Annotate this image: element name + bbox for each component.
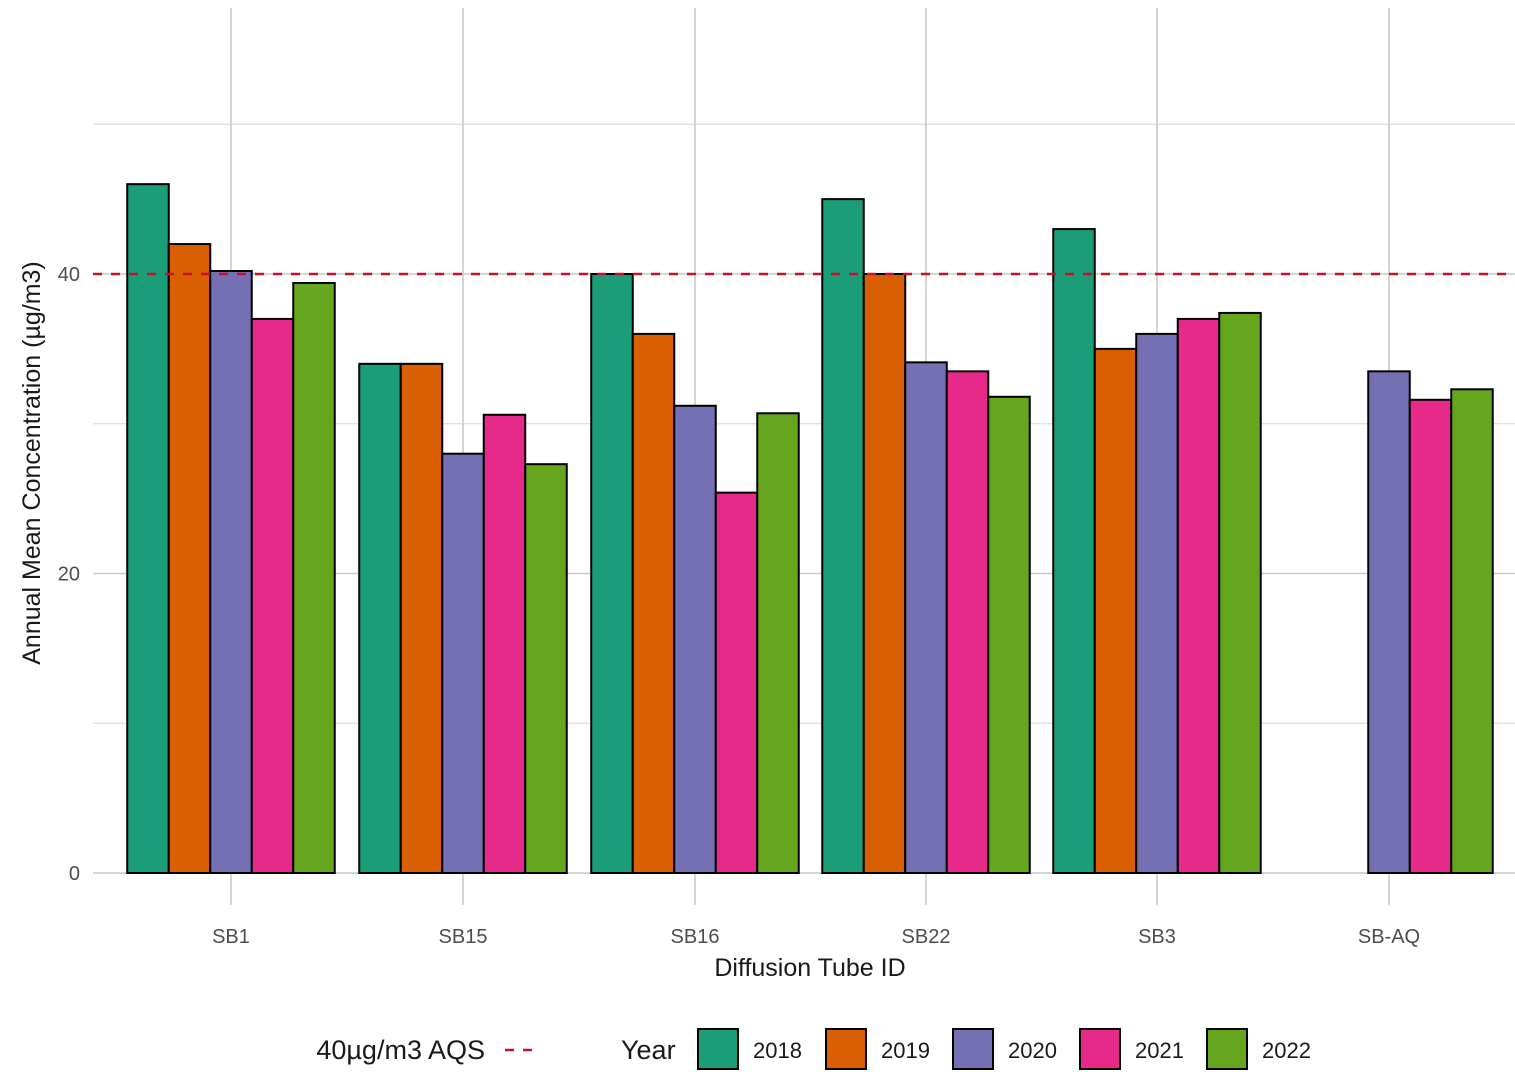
bar-SB-AQ-2021 xyxy=(1408,398,1453,874)
bar-SB3-2020 xyxy=(1135,332,1179,874)
bar-SB1-2018 xyxy=(126,183,170,874)
x-axis-ticks: SB1 SB15 SB16 SB22 SB3 SB-AQ xyxy=(212,926,1420,948)
bar-SB16-2018 xyxy=(590,273,634,874)
legend-swatch-2022 xyxy=(1206,1028,1248,1070)
bar-SB1-2022 xyxy=(292,281,336,874)
x-tick-label: SB-AQ xyxy=(1358,926,1420,948)
bar-SB3-2021 xyxy=(1176,317,1221,874)
legend-swatch-2018 xyxy=(697,1028,739,1070)
bar-SB22-2020 xyxy=(904,361,948,874)
bar-SB1-2020 xyxy=(209,270,253,874)
legend-swatch-2019 xyxy=(825,1028,867,1070)
legend-swatch-2021 xyxy=(1079,1028,1121,1070)
legend-label-2021: 2021 xyxy=(1135,1038,1184,1063)
legend-title: Year xyxy=(621,1035,676,1065)
bar-SB22-2022 xyxy=(987,395,1031,874)
legend: 40µg/m3 AQS Year 2018 2019 2020 2021 2022 xyxy=(316,1028,1311,1070)
y-tick-label: 0 xyxy=(69,863,80,885)
bars-group xyxy=(126,183,1494,875)
x-tick-label: SB22 xyxy=(902,926,951,948)
bar-SB16-2022 xyxy=(756,412,800,874)
legend-label-2019: 2019 xyxy=(881,1038,930,1063)
legend-label-2022: 2022 xyxy=(1262,1038,1311,1063)
bar-SB16-2020 xyxy=(673,404,717,874)
bar-SB3-2019 xyxy=(1093,347,1138,874)
bar-SB1-2021 xyxy=(250,317,295,874)
bar-SB22-2021 xyxy=(945,370,990,874)
bar-SB16-2019 xyxy=(631,332,676,874)
bar-SB15-2019 xyxy=(399,362,444,874)
y-axis-ticks: 0 20 40 xyxy=(58,264,80,885)
bar-SB15-2022 xyxy=(524,463,568,874)
legend-label-2020: 2020 xyxy=(1008,1038,1057,1063)
bar-SB-AQ-2022 xyxy=(1450,388,1494,874)
bar-SB-AQ-2020 xyxy=(1367,370,1411,874)
legend-ref-label: 40µg/m3 AQS xyxy=(316,1035,485,1065)
legend-swatch-2020 xyxy=(952,1028,994,1070)
y-tick-label: 40 xyxy=(58,264,80,286)
x-tick-label: SB1 xyxy=(212,926,250,948)
x-tick-label: SB15 xyxy=(439,926,488,948)
bar-SB1-2019 xyxy=(167,243,212,875)
bar-SB15-2018 xyxy=(358,362,402,874)
y-tick-label: 20 xyxy=(58,564,80,586)
bar-SB16-2021 xyxy=(714,491,759,874)
legend-items: 2018 2019 2020 2021 2022 xyxy=(697,1028,1311,1070)
x-tick-label: SB16 xyxy=(671,926,720,948)
bar-SB15-2020 xyxy=(441,452,485,874)
y-axis-title: Annual Mean Concentration (µg/m3) xyxy=(18,261,46,665)
bar-SB22-2019 xyxy=(862,273,907,874)
x-axis-title: Diffusion Tube ID xyxy=(714,954,905,982)
x-tick-label: SB3 xyxy=(1138,926,1176,948)
bar-SB22-2018 xyxy=(821,198,865,874)
bar-SB3-2022 xyxy=(1218,311,1262,874)
bar-SB3-2018 xyxy=(1052,228,1096,874)
bar-SB15-2021 xyxy=(482,413,527,874)
legend-label-2018: 2018 xyxy=(753,1038,802,1063)
